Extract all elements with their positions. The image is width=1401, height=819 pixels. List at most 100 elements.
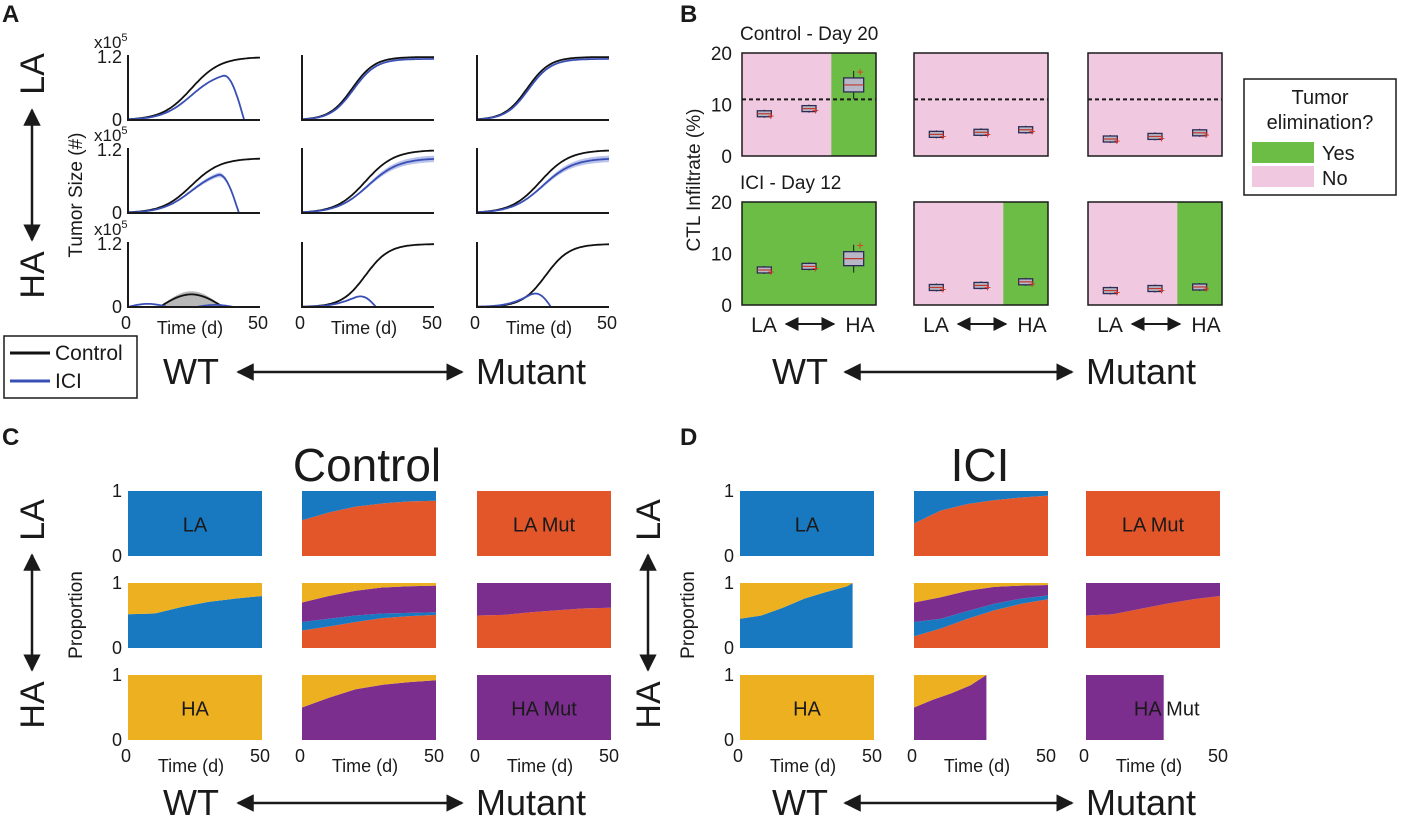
area-la: [302, 491, 436, 521]
tumor-plot-r1-c2: [476, 148, 610, 214]
ici-line: [476, 58, 609, 121]
axes: [301, 148, 434, 214]
panel-a-mutant-label: Mutant: [476, 351, 586, 392]
area-ha-mut: [914, 585, 1048, 622]
control-band: [128, 291, 260, 307]
area-ha-mut: [1086, 583, 1220, 616]
outlier-marker: +: [939, 282, 946, 296]
panel-a-ha-label: HA: [14, 251, 52, 299]
control-line: [127, 157, 260, 214]
outlier-marker: +: [1203, 282, 1210, 296]
plot-frame: [741, 201, 877, 306]
x-tick-50: 50: [422, 313, 442, 333]
area-ha: [302, 583, 436, 603]
panel-d-ylabel: Proportion: [678, 571, 699, 659]
panel-b-row-title-control: Control - Day 20: [740, 24, 878, 45]
panel-a-la-label: LA: [14, 53, 52, 95]
area-la: [914, 491, 1048, 524]
y-tick-0: 0: [112, 546, 122, 566]
y-tick-0: 0: [112, 110, 122, 130]
area-ha-mut: [477, 675, 611, 740]
outlier-marker: +: [1203, 128, 1210, 142]
area-la: [302, 612, 436, 631]
area-label: HA: [793, 699, 821, 721]
outlier-marker: +: [1158, 131, 1165, 145]
legend-control-label: Control: [55, 342, 123, 365]
area-label: LA Mut: [1122, 515, 1185, 537]
outlier-marker: +: [1158, 284, 1165, 298]
y-exponent-power: 5: [121, 219, 127, 231]
x-tick-0: 0: [733, 746, 743, 766]
y-tick-20: 20: [711, 193, 732, 214]
outlier-marker: +: [767, 109, 774, 123]
plot-frame: [1087, 201, 1223, 306]
outlier-marker: +: [939, 129, 946, 143]
outlier-marker: +: [812, 261, 819, 275]
ici-line: [477, 292, 609, 308]
ici-band: [302, 155, 434, 213]
panel-d-title: ICI: [951, 439, 1010, 491]
plot-frame: [1087, 52, 1223, 157]
y-tick-10: 10: [711, 96, 732, 117]
legend-yes-swatch: [1252, 142, 1314, 163]
y-exponent-power: 5: [121, 32, 127, 44]
not-eliminated-region: [742, 53, 788, 156]
plot-frame: [741, 52, 877, 157]
proportion-plot-r2-c1: 0 50 Time (d): [907, 675, 1056, 776]
area-ha-mut: [477, 583, 611, 616]
ctl-plot-r1-c0: + + +0 10 20 LA HA: [711, 193, 877, 337]
x-label: Time (d): [157, 318, 223, 338]
x-label: Time (d): [1116, 756, 1182, 776]
area-ha: [128, 675, 262, 740]
ici-band: [477, 155, 609, 213]
y-exponent: x105: [94, 125, 128, 145]
ici-line: [301, 58, 434, 121]
not-eliminated-region: [958, 53, 1004, 156]
area-ha: [740, 675, 874, 740]
proportion-plot-r2-c2: HA Mut 0 50 Time (d): [470, 675, 619, 776]
area-label: HA: [181, 699, 209, 721]
panel-b-row-title-ici: ICI - Day 12: [740, 173, 841, 194]
x-label: Time (d): [944, 756, 1010, 776]
proportion-plot-r0-c2: LA Mut: [1086, 491, 1220, 556]
y-tick-1: 1: [112, 481, 122, 501]
x-label-ha: HA: [845, 314, 874, 337]
y-tick-20: 20: [711, 44, 732, 65]
outlier-marker: +: [984, 280, 991, 294]
proportion-plot-r0-c0: LA 0 1: [724, 481, 874, 566]
legend-no-swatch: [1252, 166, 1314, 187]
panel-c-mutant-label: Mutant: [476, 782, 586, 819]
x-label-la: LA: [751, 314, 777, 337]
area-la: [128, 491, 262, 556]
y-tick-0: 0: [724, 546, 734, 566]
y-tick-0: 0: [112, 638, 122, 658]
y-tick-max: 1.2: [97, 140, 122, 160]
y-tick-0: 0: [112, 730, 122, 750]
panel-d-wt-label: WT: [772, 782, 828, 819]
x-tick-0: 0: [470, 313, 480, 333]
ici-line: [128, 173, 260, 214]
plot-frame: [913, 201, 1049, 306]
not-eliminated-region: [1132, 53, 1178, 156]
y-tick-0: 0: [724, 638, 734, 658]
area-label: LA: [795, 515, 820, 537]
x-tick-50: 50: [597, 313, 617, 333]
axes: [476, 242, 609, 308]
proportion-plot-r0-c2: LA Mut: [477, 491, 611, 556]
tumor-plot-r2-c2: 0 50 Time (d): [470, 242, 617, 338]
outlier-marker: +: [857, 239, 864, 253]
x-tick-0: 0: [907, 746, 917, 766]
panel-letter-a: A: [2, 1, 19, 28]
x-label: Time (d): [158, 756, 224, 776]
axes: [127, 55, 260, 121]
area-ha-mut: [302, 680, 436, 740]
y-exponent: x105: [94, 32, 128, 52]
area-la-mut: [914, 599, 1048, 648]
panel-d-ha-label: HA: [630, 681, 668, 729]
ctl-plot-r0-c1: + + +: [913, 52, 1049, 157]
proportion-plot-r1-c1: [914, 583, 1048, 648]
